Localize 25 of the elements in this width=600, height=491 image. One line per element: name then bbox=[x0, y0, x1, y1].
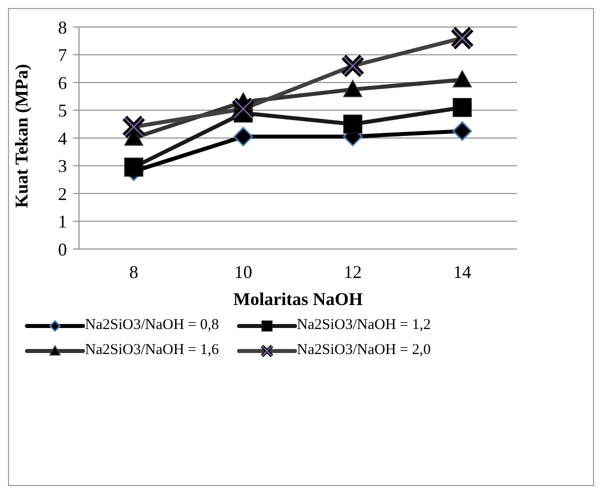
legend-label: Na2SiO3/NaOH = 2,0 bbox=[296, 342, 431, 359]
point bbox=[452, 121, 472, 141]
y-tick-label: 2 bbox=[58, 184, 67, 204]
point bbox=[234, 126, 253, 146]
y-tick-label: 8 bbox=[58, 17, 67, 38]
point bbox=[452, 70, 472, 88]
y-axis-title: Kuat Tekan (MPa) bbox=[11, 64, 32, 208]
legend-label: Na2SiO3/NaOH = 0,8 bbox=[85, 317, 219, 334]
x-tick-label: 14 bbox=[453, 262, 472, 282]
y-tick-label: 7 bbox=[58, 45, 67, 66]
y-tick-label: 3 bbox=[58, 156, 67, 176]
y-tick-label: 5 bbox=[58, 100, 67, 121]
legend-label: Na2SiO3/NaOH = 1,2 bbox=[296, 317, 431, 334]
legend-label: Na2SiO3/NaOH = 1,6 bbox=[85, 342, 219, 359]
y-tick-label: 1 bbox=[58, 212, 67, 232]
x-tick-label: 10 bbox=[234, 262, 252, 282]
point bbox=[343, 114, 362, 134]
x-axis-title: Molaritas NaOH bbox=[233, 289, 363, 309]
point bbox=[343, 80, 362, 98]
x-tick-label: 8 bbox=[129, 262, 138, 282]
y-tick-label: 4 bbox=[58, 128, 67, 148]
y-tick-label: 0 bbox=[58, 239, 67, 260]
x-tick-label: 12 bbox=[344, 262, 362, 282]
point bbox=[452, 98, 472, 117]
y-tick-label: 6 bbox=[58, 72, 67, 93]
